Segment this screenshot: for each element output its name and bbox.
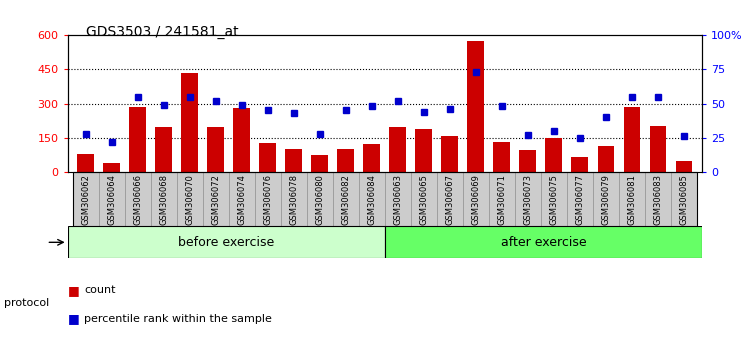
Bar [671,172,697,226]
Text: GSM306063: GSM306063 [394,175,403,225]
Text: GSM306064: GSM306064 [107,175,116,225]
Bar [104,162,120,172]
Text: GSM306081: GSM306081 [628,175,636,225]
Text: GSM306080: GSM306080 [315,175,324,225]
Bar [151,172,176,226]
Bar [545,138,562,172]
Bar [155,127,172,172]
Bar [385,226,702,258]
Text: GSM306084: GSM306084 [367,175,376,225]
Bar [515,172,541,226]
Bar [650,126,666,172]
Bar [415,129,433,172]
Bar [234,108,250,172]
Text: GSM306083: GSM306083 [653,175,662,225]
Text: GSM306069: GSM306069 [472,175,481,225]
Bar [437,172,463,226]
Bar [333,172,359,226]
Bar [363,144,380,172]
Bar [182,73,198,172]
Bar [68,226,385,258]
Text: GSM306075: GSM306075 [550,175,559,225]
Text: protocol: protocol [4,298,49,308]
Text: percentile rank within the sample: percentile rank within the sample [84,314,272,324]
Text: count: count [84,285,116,295]
Text: GSM306066: GSM306066 [134,175,142,225]
Bar [281,172,307,226]
Bar [598,145,614,172]
Bar [572,157,588,172]
Bar [623,107,641,172]
Bar [312,155,328,172]
Bar [203,172,229,226]
Bar [567,172,593,226]
Bar [255,172,281,226]
Bar [259,143,276,172]
Text: ■: ■ [68,284,80,297]
Bar [176,172,203,226]
Text: GSM306079: GSM306079 [602,175,611,225]
Text: before exercise: before exercise [178,236,274,249]
Bar [619,172,645,226]
Bar [99,172,125,226]
Text: GSM306073: GSM306073 [523,175,532,225]
Text: GSM306072: GSM306072 [211,175,220,225]
Text: GSM306067: GSM306067 [445,175,454,225]
Bar [73,172,99,226]
Bar [390,127,406,172]
Bar [463,172,489,226]
Text: GSM306082: GSM306082 [342,175,351,225]
Bar [385,172,411,226]
Bar [493,142,511,172]
Text: ■: ■ [68,312,80,325]
Bar [442,137,458,172]
Bar [520,150,536,172]
Bar [359,172,385,226]
Text: GSM306068: GSM306068 [159,175,168,225]
Bar [593,172,619,226]
Bar [77,154,94,172]
Text: GSM306071: GSM306071 [497,175,506,225]
Bar [129,107,146,172]
Bar [285,149,303,172]
Text: GSM306062: GSM306062 [81,175,90,225]
Text: GSM306065: GSM306065 [419,175,428,225]
Text: GSM306076: GSM306076 [264,175,273,225]
Bar [207,127,225,172]
Bar [229,172,255,226]
Bar [467,41,484,172]
Text: GSM306078: GSM306078 [289,175,298,225]
Text: GDS3503 / 241581_at: GDS3503 / 241581_at [86,25,239,39]
Bar [307,172,333,226]
Bar [541,172,567,226]
Bar [489,172,515,226]
Text: GSM306070: GSM306070 [185,175,195,225]
Text: GSM306077: GSM306077 [575,175,584,225]
Bar [337,149,354,172]
Bar [645,172,671,226]
Text: GSM306074: GSM306074 [237,175,246,225]
Text: after exercise: after exercise [501,236,587,249]
Bar [125,172,151,226]
Bar [676,161,692,172]
Bar [411,172,437,226]
Text: GSM306085: GSM306085 [680,175,689,225]
